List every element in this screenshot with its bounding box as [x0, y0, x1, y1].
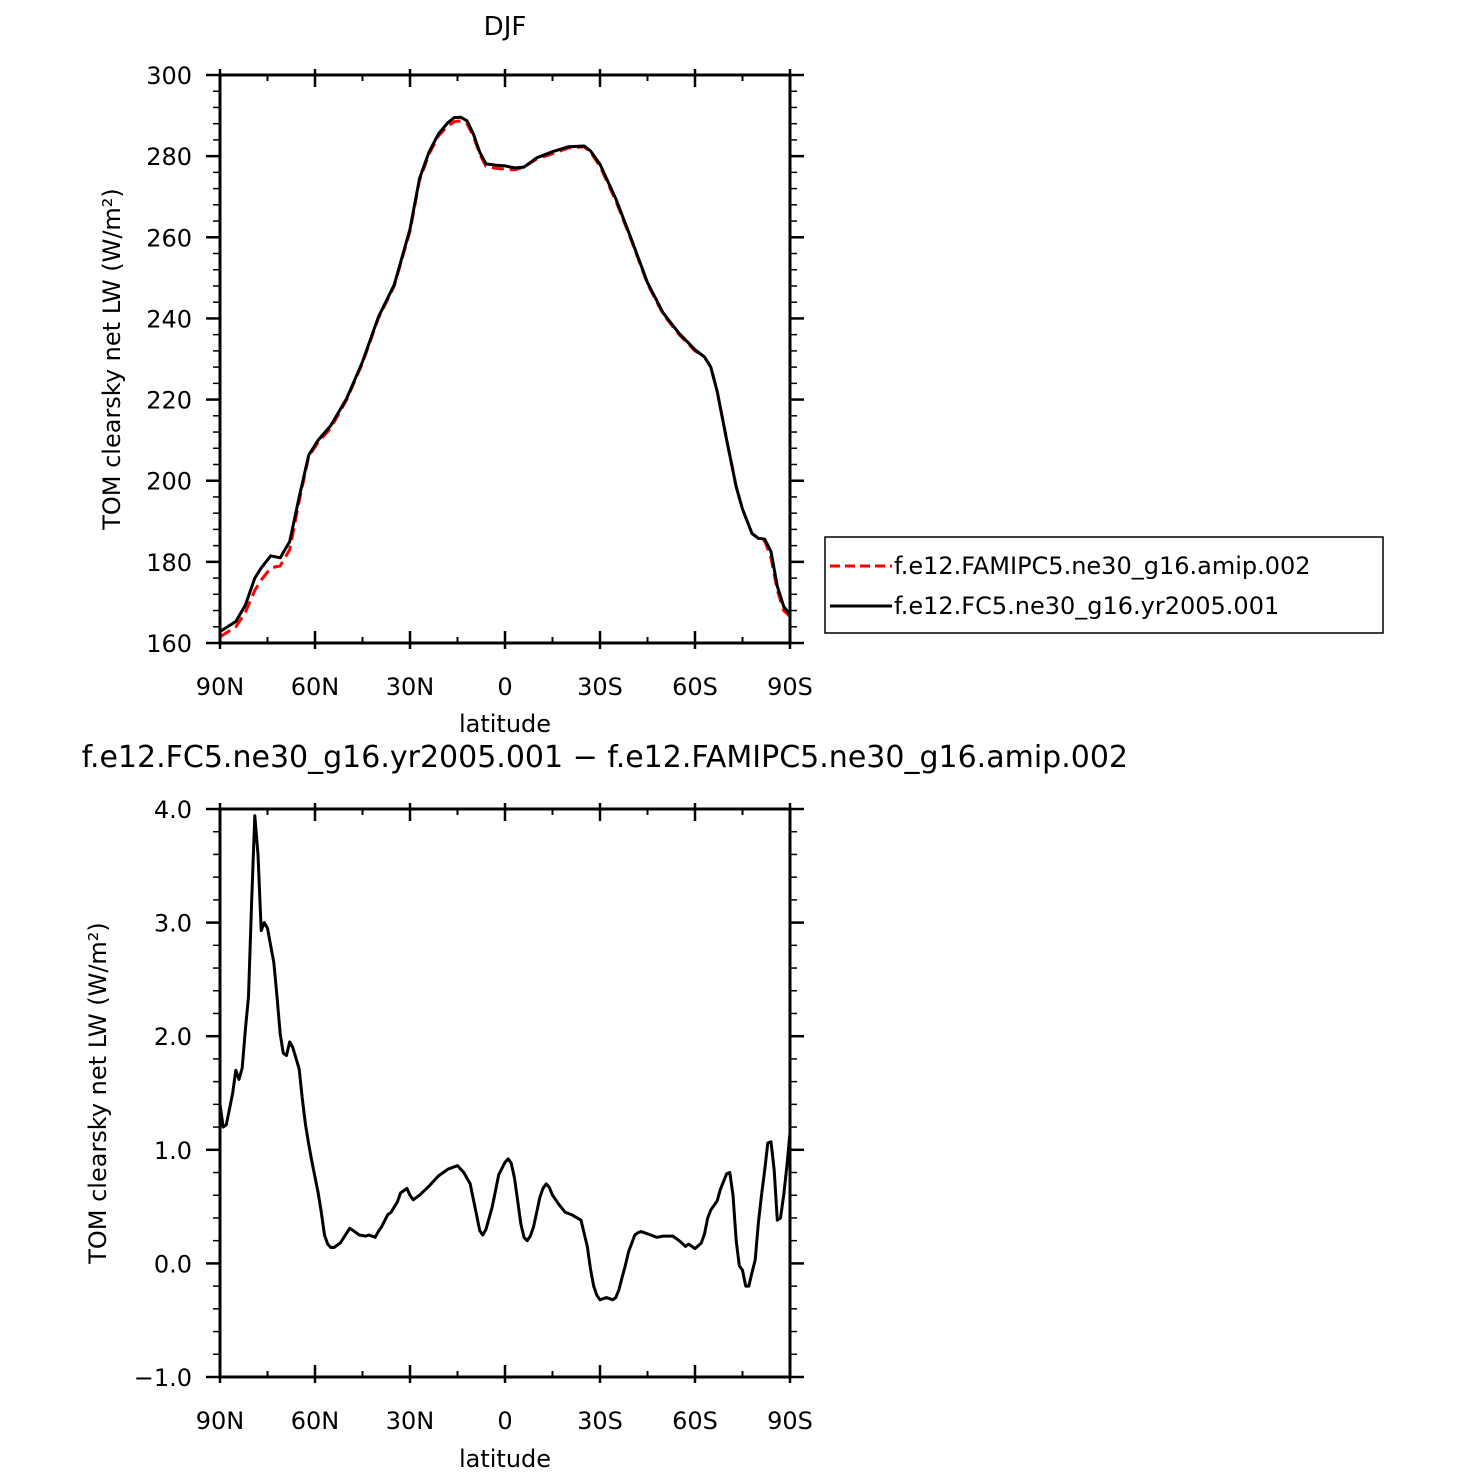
- top-x-tick-label: 0: [497, 673, 512, 701]
- top-y-tick-label: 220: [146, 387, 192, 415]
- bottom-chart-title: f.e12.FC5.ne30_g16.yr2005.001 − f.e12.FA…: [82, 740, 1128, 775]
- bottom-x-tick-label: 60N: [291, 1407, 340, 1435]
- top-chart-title: DJF: [484, 12, 527, 42]
- bottom-y-tick-label: 2.0: [154, 1023, 192, 1051]
- bottom-plot-frame: [218, 807, 792, 1379]
- top-y-tick-label: 280: [146, 143, 192, 171]
- top-panel: DJF 90N 60N 30N 0 30S 60S 90S 160 180 200 220 240 26…: [98, 12, 1384, 738]
- top-y-tick-label: 200: [146, 468, 192, 496]
- top-series-line-0: [219, 119, 792, 639]
- bottom-x-tick-label: 90S: [767, 1407, 813, 1435]
- legend-label-fc5: f.e12.FC5.ne30_g16.yr2005.001: [894, 592, 1279, 620]
- top-y-tick-label: 180: [146, 549, 192, 577]
- top-y-tick-label: 260: [146, 224, 192, 252]
- top-x-tick-label: 60S: [672, 673, 718, 701]
- top-x-tick-label: 60N: [291, 673, 340, 701]
- bottom-y-axis-label: TOM clearsky net LW (W/m²): [84, 922, 112, 1265]
- bottom-x-tick-label: 90N: [196, 1407, 245, 1435]
- top-x-tick-label: 30S: [577, 673, 623, 701]
- bottom-x-tick-label: 60S: [672, 1407, 718, 1435]
- bottom-y-tick-label: 3.0: [154, 910, 192, 938]
- top-x-axis-label: latitude: [459, 710, 551, 738]
- top-y-axis-label: TOM clearsky net LW (W/m²): [98, 188, 126, 531]
- bottom-axes: 90N 60N 30N 0 30S 60S 90S −1.0 0.0 1.0 2.0 3.0 4.0: [134, 796, 813, 1435]
- top-plot-lines: [219, 115, 792, 639]
- top-x-tick-label: 90S: [767, 673, 813, 701]
- top-x-tick-label: 30N: [386, 673, 435, 701]
- bottom-y-tick-label: 4.0: [154, 796, 192, 824]
- top-x-tick-label: 90N: [196, 673, 245, 701]
- top-series-line-1: [219, 115, 792, 633]
- bottom-plot-lines: [218, 814, 792, 1302]
- bottom-y-tick-label: 1.0: [154, 1137, 192, 1165]
- bottom-x-tick-label: 0: [497, 1407, 512, 1435]
- top-y-tick-label: 240: [146, 305, 192, 333]
- bottom-x-axis-label: latitude: [459, 1445, 551, 1473]
- top-y-tick-label: 300: [146, 62, 192, 90]
- bottom-panel: f.e12.FC5.ne30_g16.yr2005.001 − f.e12.FA…: [82, 740, 1128, 1473]
- legend-box: [824, 536, 1384, 634]
- bottom-x-tick-label: 30N: [386, 1407, 435, 1435]
- bottom-series-line-0: [218, 814, 792, 1302]
- top-y-tick-label: 160: [146, 630, 192, 658]
- bottom-x-tick-label: 30S: [577, 1407, 623, 1435]
- bottom-y-tick-label: 0.0: [154, 1250, 192, 1278]
- bottom-y-tick-label: −1.0: [134, 1364, 192, 1392]
- top-plot-frame: [218, 73, 792, 645]
- legend: f.e12.FAMIPC5.ne30_g16.amip.002 f.e12.FC…: [824, 536, 1384, 634]
- legend-label-amip: f.e12.FAMIPC5.ne30_g16.amip.002: [894, 552, 1311, 580]
